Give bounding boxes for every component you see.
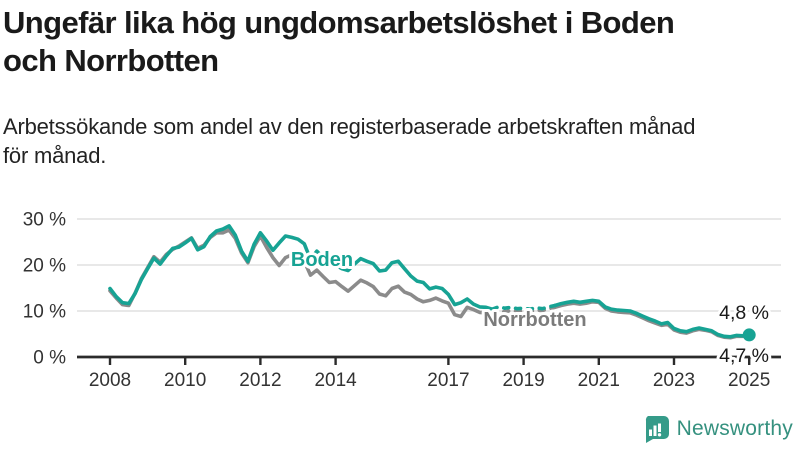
x-tick-label: 2014 [314,370,357,391]
newsworthy-logo: Newsworthy [642,415,793,443]
x-tick-label: 2010 [164,370,206,391]
end-value-label-norrbotten: 4,7 % [719,345,769,367]
chart-title-line2: och Norrbotten [3,43,219,78]
chart-title-line1: Ungefär lika hög ungdomsarbetslöshet i B… [3,5,675,40]
end-value-label-boden: 4,8 % [719,302,769,324]
x-tick-label: 2025 [728,370,770,391]
x-tick-label: 2017 [427,370,469,391]
chart-subtitle-line1: Arbetssökande som andel av den registerb… [3,114,696,139]
bar-3-exclamation [657,423,661,432]
x-tick-label: 2021 [578,370,620,391]
series-line-boden [553,298,752,339]
x-tick-label: 2019 [502,370,544,391]
newsworthy-logo-text: Newsworthy [676,417,793,440]
speech-bubble-shape [645,416,669,443]
y-tick-label: 20 % [23,256,66,277]
bar-2 [653,425,657,436]
chart-subtitle-line2: för månad. [3,143,107,168]
x-tick-label: 2012 [239,370,281,391]
series-end-dot-boden [742,328,756,342]
y-tick-label: 0 % [33,348,66,369]
y-tick-label: 30 % [23,210,66,231]
x-tick-label: 2008 [89,370,131,391]
series-label-boden: Boden [291,249,353,271]
chart-subtitle: Arbetssökande som andel av den registerb… [3,112,791,170]
y-tick-label: 10 % [23,302,66,323]
bar-1 [648,429,652,436]
bar-chart-speech-bubble-icon [645,416,669,443]
series-line-boden-dashed [490,303,557,312]
exclamation-dot [657,433,661,437]
series-label-norrbotten: Norrbotten [483,309,586,331]
series-line-boden [108,224,495,312]
chart-title: Ungefär lika hög ungdomsarbetslöshet i B… [3,4,783,80]
x-tick-label: 2023 [653,370,695,391]
